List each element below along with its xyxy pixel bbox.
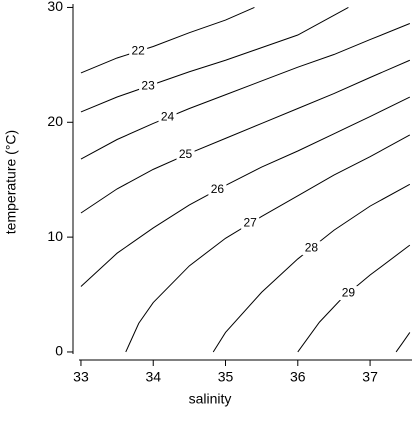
contour-label: 27 xyxy=(244,216,258,230)
contour-label-bg xyxy=(176,147,195,162)
contour-line xyxy=(80,59,411,214)
y-tick-label: 10 xyxy=(47,228,63,244)
contour-label-bg xyxy=(129,44,148,59)
contour-label-bg xyxy=(339,286,358,301)
contour-label: 28 xyxy=(305,240,319,254)
contour-label-bg xyxy=(241,216,260,231)
contour-label: 22 xyxy=(131,43,145,57)
contour-label: 23 xyxy=(141,78,155,92)
contour-line xyxy=(80,7,349,113)
y-tick-label: 20 xyxy=(47,113,63,129)
contour-line xyxy=(80,23,411,160)
contour-label-bg xyxy=(139,79,158,94)
contour-label: 25 xyxy=(179,147,193,161)
x-axis-label: salinity xyxy=(189,391,232,407)
contour-label-bg xyxy=(158,110,177,125)
y-tick-label: 30 xyxy=(47,0,63,14)
contour-label: 26 xyxy=(211,182,225,196)
x-tick-label: 37 xyxy=(362,369,378,385)
contour-label: 24 xyxy=(161,110,175,124)
contour-line xyxy=(395,332,411,353)
x-tick-label: 33 xyxy=(73,369,89,385)
contour-line xyxy=(80,96,411,287)
contour-line xyxy=(125,134,411,353)
contour-label-bg xyxy=(208,182,227,197)
contour-label: 29 xyxy=(342,285,356,299)
x-tick-label: 35 xyxy=(218,369,234,385)
x-tick-label: 36 xyxy=(290,369,306,385)
y-tick-label: 0 xyxy=(55,343,63,359)
contour-label-bg xyxy=(302,241,321,256)
contour-line xyxy=(212,183,411,353)
y-axis-label: temperature (°C) xyxy=(3,130,19,234)
x-tick-label: 34 xyxy=(145,369,161,385)
contour-line xyxy=(80,6,255,74)
